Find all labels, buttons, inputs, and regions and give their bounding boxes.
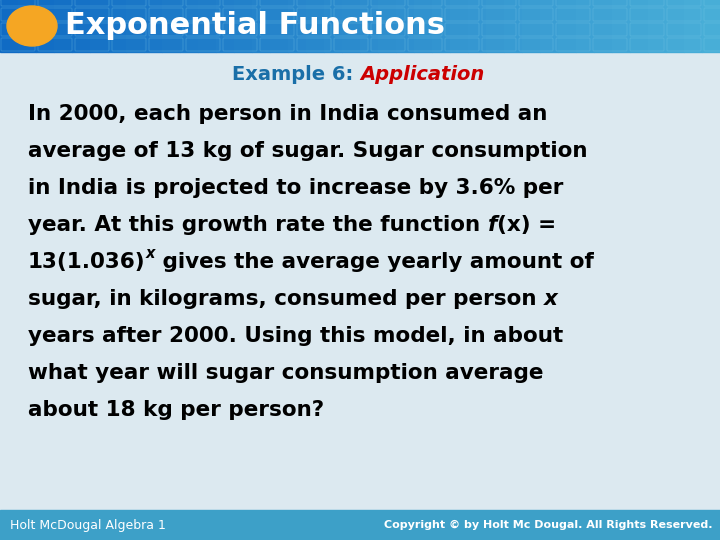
Bar (396, 0, 414, 52)
Bar (414, 0, 432, 52)
Bar (180, 0, 198, 52)
Text: gives the average yearly amount of: gives the average yearly amount of (155, 252, 594, 272)
Bar (72, 0, 90, 52)
Bar (486, 0, 504, 52)
Text: year. At this growth rate the function: year. At this growth rate the function (28, 215, 487, 235)
Bar (198, 0, 216, 52)
Text: Holt McDougal Algebra 1: Holt McDougal Algebra 1 (10, 518, 166, 531)
Bar (378, 0, 396, 52)
Bar (0, 510, 720, 540)
Bar (108, 0, 126, 52)
Bar (288, 0, 306, 52)
Text: average of 13 kg of sugar. Sugar consumption: average of 13 kg of sugar. Sugar consump… (28, 141, 588, 161)
Text: Copyright © by Holt Mc Dougal. All Rights Reserved.: Copyright © by Holt Mc Dougal. All Right… (384, 520, 712, 530)
Bar (630, 0, 648, 52)
Bar (18, 0, 36, 52)
Bar (144, 0, 162, 52)
Text: years after 2000. Using this model, in about: years after 2000. Using this model, in a… (28, 326, 563, 346)
Text: (x) =: (x) = (497, 215, 556, 235)
Bar (252, 0, 270, 52)
Text: about 18 kg per person?: about 18 kg per person? (28, 400, 324, 420)
Text: f: f (487, 215, 497, 235)
Text: 13(1.036): 13(1.036) (28, 252, 145, 272)
Text: In 2000, each person in India consumed an: In 2000, each person in India consumed a… (28, 104, 547, 124)
Ellipse shape (7, 6, 57, 46)
Bar (504, 0, 522, 52)
Bar (306, 0, 324, 52)
Bar (126, 0, 144, 52)
Bar (468, 0, 486, 52)
Text: x: x (544, 289, 558, 309)
Bar (342, 0, 360, 52)
Bar (0, 52, 720, 510)
Bar (540, 0, 558, 52)
Bar (54, 0, 72, 52)
Bar (594, 0, 612, 52)
Bar (576, 0, 594, 52)
Bar (684, 0, 702, 52)
Bar (234, 0, 252, 52)
Bar (360, 0, 378, 52)
Bar (324, 0, 342, 52)
Text: Exponential Functions: Exponential Functions (65, 11, 445, 40)
Text: x: x (145, 246, 155, 261)
Bar (90, 0, 108, 52)
Bar (270, 0, 288, 52)
Bar (666, 0, 684, 52)
Text: sugar, in kilograms, consumed per person: sugar, in kilograms, consumed per person (28, 289, 544, 309)
Bar (0, 0, 18, 52)
Text: Application: Application (360, 64, 485, 84)
Bar (648, 0, 666, 52)
Bar (450, 0, 468, 52)
Bar (162, 0, 180, 52)
Text: what year will sugar consumption average: what year will sugar consumption average (28, 363, 544, 383)
Bar (36, 0, 54, 52)
Bar (612, 0, 630, 52)
Text: Example 6:: Example 6: (232, 64, 360, 84)
Bar (216, 0, 234, 52)
Text: in India is projected to increase by 3.6% per: in India is projected to increase by 3.6… (28, 178, 563, 198)
Bar (432, 0, 450, 52)
Bar (702, 0, 720, 52)
Bar (522, 0, 540, 52)
Bar (558, 0, 576, 52)
